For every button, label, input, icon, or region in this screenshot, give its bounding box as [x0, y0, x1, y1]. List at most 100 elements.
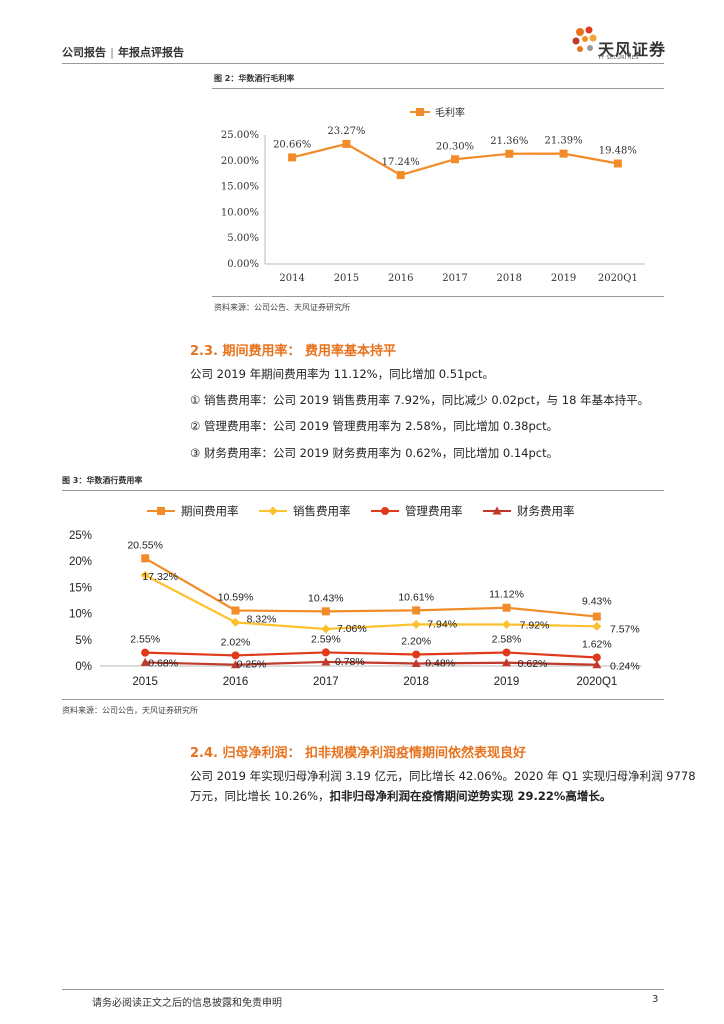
figure2-title: 图 2：华数酒行毛利率	[214, 74, 295, 83]
footer-disclaimer: 请务必阅读正文之后的信息披露和免责申明	[92, 998, 282, 1009]
data-label: 2.58%	[492, 633, 522, 645]
figure3-bottom-divider	[62, 699, 664, 700]
legend-label: 财务费用率	[517, 504, 575, 518]
legend-marker	[492, 506, 502, 515]
x-tick-label: 2017	[442, 273, 467, 284]
report-header: 公司报告 | 年报点评报告	[62, 44, 184, 60]
legend-label: 毛利率	[435, 106, 465, 119]
legend-marker	[381, 507, 389, 515]
section-2-4-paragraph-line-2: 万元，同比增长 10.26%，扣非归母净利润在疫情期间逆势实现 29.22%高增…	[190, 786, 611, 807]
figure2-source: 资料来源：公司公告、天风证券研究所	[214, 303, 350, 312]
figure3-title: 图 3：华数酒行费用率	[62, 476, 143, 485]
y-tick-label: 25%	[69, 530, 92, 542]
x-tick-label: 2018	[403, 676, 429, 688]
y-tick-label: 15%	[69, 582, 92, 594]
section-2-3-title: 2.3. 期间费用率： 费用率基本持平	[190, 344, 397, 359]
data-label: 20.66%	[273, 139, 311, 150]
data-label: 10.61%	[398, 591, 434, 603]
x-tick-label: 2016	[388, 273, 413, 284]
data-label: 21.39%	[545, 136, 583, 147]
section-2-3-paragraph-4: ③ 财务费用率：公司 2019 财务费用率为 0.62%，同比增加 0.14pc…	[190, 446, 559, 460]
data-point	[412, 606, 421, 615]
x-tick-label: 2015	[132, 676, 158, 688]
series-line-2	[145, 651, 597, 659]
data-label: 17.24%	[382, 157, 420, 168]
footer-divider	[62, 989, 664, 990]
data-label: 1.62%	[582, 639, 612, 651]
data-point	[231, 651, 240, 660]
data-point	[140, 657, 150, 666]
data-point	[231, 617, 240, 627]
section-2-4-normal-text: 万元，同比增长 10.26%，	[190, 789, 330, 803]
legend-marker	[268, 506, 278, 516]
logo-subtext: TF SECURITIES	[598, 55, 639, 61]
x-tick-label: 2020Q1	[576, 676, 617, 688]
data-label: 20.30%	[436, 141, 474, 152]
data-point	[321, 657, 331, 666]
data-label: 0.24%	[610, 661, 640, 673]
section-2-3-paragraph-1: 公司 2019 年期间费用率为 11.12%，同比增加 0.51pct。	[190, 367, 494, 381]
data-label: 9.43%	[582, 596, 612, 608]
gross-margin-chart: 0.00% 5.00% 10.00% 15.00% 20.00% 25.00% 2014 20…	[221, 106, 645, 284]
data-label: 2.59%	[311, 633, 341, 645]
data-label: 19.48%	[599, 145, 637, 156]
data-point	[411, 658, 421, 667]
expense-ratio-chart: 0% 5% 10% 15% 20% 25% 2015 2016 2017 2018 2019 2020…	[69, 504, 642, 688]
data-point	[502, 603, 511, 612]
x-tick-label: 2019	[551, 273, 576, 284]
legend-label: 管理费用率	[405, 504, 463, 518]
y-tick-label: 0.00%	[227, 259, 259, 270]
data-point	[141, 648, 150, 657]
figure2-bottom-divider	[212, 296, 664, 297]
data-label: 20.55%	[127, 539, 163, 551]
data-label: 7.92%	[520, 619, 550, 631]
data-label: 17.32%	[142, 571, 178, 583]
data-label: 2.55%	[130, 634, 160, 646]
report-type: 公司报告	[62, 46, 106, 59]
y-tick-label: 10%	[69, 609, 92, 621]
data-point	[451, 155, 459, 164]
x-tick-label: 2019	[494, 676, 520, 688]
data-point	[141, 554, 150, 563]
data-label: 0.25%	[237, 659, 267, 671]
x-tick-label: 2020Q1	[598, 273, 638, 284]
data-point	[231, 660, 240, 669]
x-tick-label: 2014	[279, 273, 304, 284]
flower-logo-icon	[572, 26, 597, 52]
data-point	[592, 612, 601, 621]
y-tick-label: 15.00%	[221, 182, 259, 193]
section-2-3-paragraph-2: ① 销售费用率：公司 2019 销售费用率 7.92%，同比减少 0.02pct…	[190, 393, 650, 407]
data-point	[592, 653, 601, 662]
page-number: 3	[652, 994, 659, 1005]
legend-label: 销售费用率	[293, 504, 351, 518]
data-label: 0.48%	[425, 657, 455, 669]
data-label: 2.02%	[221, 636, 251, 648]
x-tick-label: 2015	[334, 273, 359, 284]
data-point	[505, 149, 514, 158]
figure3-source: 资料来源：公司公告，天风证券研究所	[62, 706, 198, 715]
data-label: 0.78%	[335, 656, 365, 668]
data-point	[592, 621, 602, 631]
legend-marker	[416, 108, 424, 116]
data-label: 0.68%	[148, 657, 178, 669]
y-tick-label: 20%	[69, 556, 92, 568]
data-label: 21.36%	[490, 136, 528, 147]
y-tick-label: 10.00%	[221, 207, 259, 218]
data-point	[321, 607, 330, 616]
data-point	[502, 619, 511, 629]
data-point	[396, 171, 405, 180]
data-label: 11.12%	[489, 589, 524, 601]
data-point	[592, 660, 602, 669]
data-label: 2.20%	[401, 635, 431, 647]
data-point	[613, 159, 622, 168]
figure2-title-divider	[212, 88, 664, 89]
section-2-4-title: 2.4. 归母净利润： 扣非规模净利润疫情期间依然表现良好	[190, 746, 527, 761]
data-point	[411, 619, 421, 629]
y-tick-label: 5%	[75, 635, 92, 647]
series-line-0	[144, 557, 597, 618]
data-label: 10.59%	[218, 592, 254, 604]
data-label: 23.27%	[327, 126, 365, 137]
section-2-3-paragraph-3: ② 管理费用率：公司 2019 管理费用率为 2.58%，同比增加 0.38pc…	[190, 419, 559, 433]
data-label: 7.94%	[427, 618, 457, 630]
figure3-title-divider	[62, 490, 664, 491]
